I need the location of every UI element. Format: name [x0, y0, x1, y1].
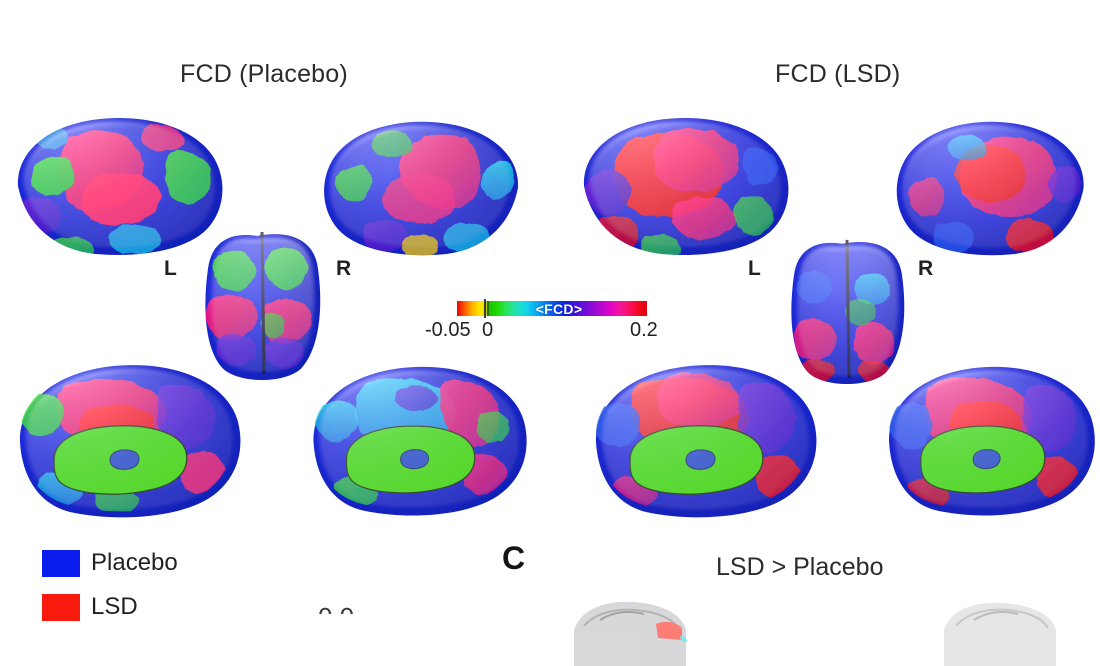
hemisphere-label-right-lsd: R	[918, 257, 934, 280]
colorbar-min-label: -0.05	[425, 319, 471, 341]
hemisphere-label-left-placebo: L	[164, 257, 177, 280]
hemisphere-label-right-placebo: R	[336, 257, 352, 280]
legend-label-placebo: Placebo	[91, 549, 178, 576]
legend-item-lsd: LSD	[42, 590, 178, 624]
colorbar-gradient	[455, 299, 649, 318]
panel-title-lsd: FCD (LSD)	[775, 60, 901, 88]
brain-placebo-dorsal	[204, 228, 322, 380]
panel-title-placebo: FCD (Placebo)	[180, 60, 348, 88]
contrast-label: LSD > Placebo	[716, 553, 884, 581]
brain-placebo-left-lateral	[0, 108, 232, 264]
brain-lsd-left-lateral	[566, 108, 798, 264]
brain-lsd-right-medial	[876, 358, 1100, 522]
cutoff-brain-thumbnail-left	[570, 596, 690, 666]
brain-placebo-left-medial	[6, 356, 246, 524]
brain-lsd-left-medial	[582, 356, 822, 524]
cutoff-brain-thumbnail-right	[940, 598, 1060, 666]
legend-swatch-lsd	[42, 593, 80, 621]
condition-legend: Placebo LSD	[42, 546, 178, 634]
legend-swatch-placebo	[42, 549, 80, 577]
colorbar-max-label: 0.2	[630, 319, 658, 341]
brain-lsd-right-lateral	[888, 112, 1100, 264]
hemisphere-label-left-lsd: L	[748, 257, 761, 280]
legend-label-lsd: LSD	[91, 593, 138, 620]
colorbar: <FCD> -0.05 0 0.2	[425, 293, 675, 343]
colorbar-zero-tick	[484, 299, 486, 318]
colorbar-zero-label: 0	[482, 319, 494, 341]
brain-lsd-dorsal	[790, 236, 906, 384]
cutoff-axis-tick-label: 0.0	[318, 600, 354, 614]
brain-placebo-right-lateral	[315, 112, 535, 264]
panel-letter: C	[502, 540, 526, 576]
brain-placebo-right-medial	[300, 358, 532, 522]
legend-item-placebo: Placebo	[42, 546, 178, 580]
colorbar-title: <FCD>	[535, 300, 583, 317]
